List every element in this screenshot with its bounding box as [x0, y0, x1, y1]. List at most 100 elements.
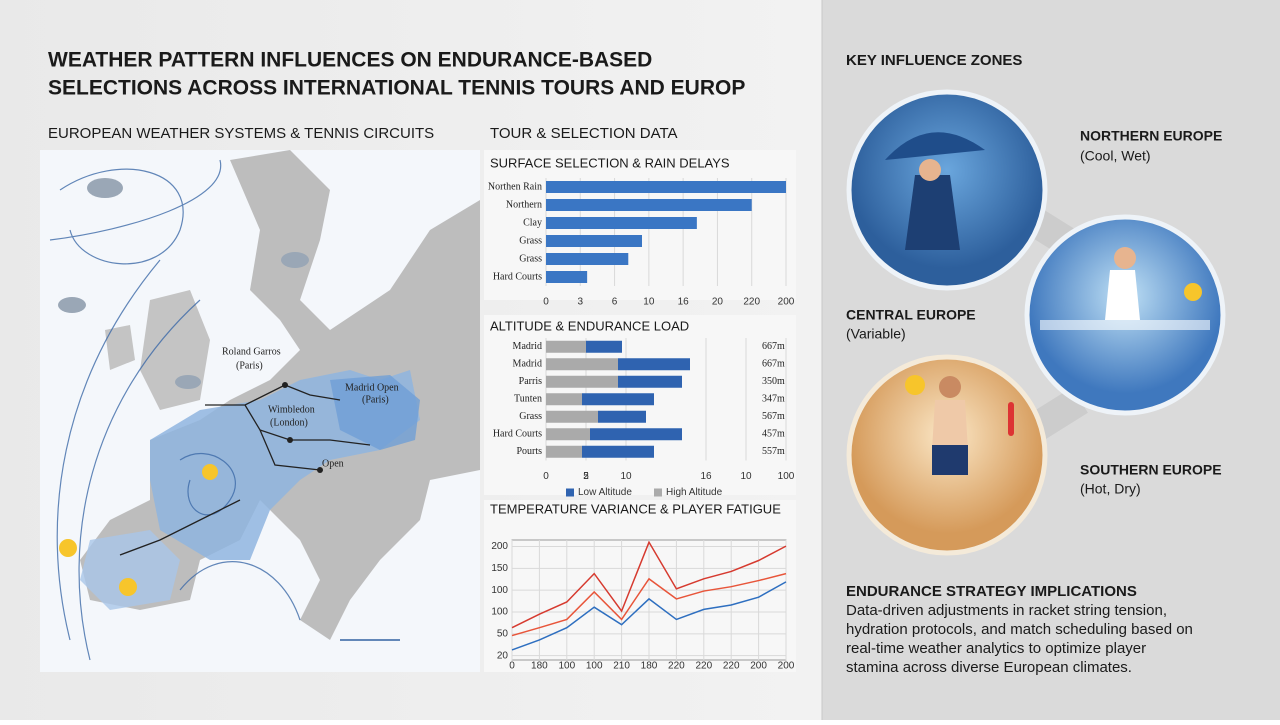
- x-tick-label: 10: [620, 471, 632, 482]
- x-tick-label: 20: [712, 297, 724, 308]
- sun-icon: [1184, 283, 1202, 301]
- sun-icon: [905, 375, 925, 395]
- y-tick-label: 150: [491, 563, 508, 574]
- bar-segment: [546, 340, 586, 353]
- annotation: 557m: [762, 446, 785, 457]
- x-tick-label: 6: [612, 297, 618, 308]
- x-tick-label: 210: [613, 661, 630, 672]
- zone-note: (Variable): [846, 326, 906, 342]
- player-head: [919, 159, 941, 181]
- bar-segment: [546, 393, 582, 406]
- zones-title: KEY INFLUENCE ZONES: [846, 52, 1022, 69]
- bar-segment: [586, 340, 622, 353]
- cloud-icon: [175, 375, 201, 389]
- chart-title: ALTITUDE & ENDURANCE LOAD: [490, 318, 689, 333]
- y-tick-label: 50: [497, 628, 509, 639]
- bar: [546, 235, 642, 247]
- umbrella: [885, 132, 985, 160]
- annotation: 350m: [762, 376, 785, 387]
- line: [511, 581, 787, 651]
- venue-city: (Paris): [362, 394, 389, 405]
- strategy-line: stamina across diverse European climates…: [846, 659, 1132, 676]
- bar-segment: [546, 428, 590, 441]
- x-tick-label: 0: [509, 661, 515, 672]
- cloud-icon: [87, 178, 123, 198]
- player: [1105, 270, 1140, 320]
- venue-name: Madrid Open: [345, 382, 399, 393]
- chart-panel: [484, 500, 796, 672]
- isobar: [179, 561, 301, 621]
- x-tick-label: 100: [558, 661, 575, 672]
- venue-city: (London): [270, 417, 308, 428]
- venue-dot: [287, 437, 293, 443]
- chart-title: SURFACE SELECTION & RAIN DELAYS: [490, 155, 730, 170]
- player-head: [1114, 247, 1136, 269]
- title: SELECTIONS ACROSS INTERNATIONAL TENNIS T…: [48, 77, 745, 100]
- strategy-line: real-time weather analytics to optimize …: [846, 640, 1146, 657]
- isobar: [49, 159, 222, 241]
- zone-note: (Cool, Wet): [1080, 148, 1151, 164]
- line: [511, 572, 787, 637]
- category-label: Clay: [523, 217, 542, 228]
- annotation: 457m: [762, 429, 785, 440]
- category-label: Grass: [519, 411, 542, 422]
- x-tick-label: 10: [740, 471, 752, 482]
- category-label: Pourts: [516, 446, 542, 457]
- bar-segment: [546, 445, 582, 458]
- chart-title: TEMPERATURE VARIANCE & PLAYER FATIGUE: [490, 501, 781, 516]
- x-tick-label: 220: [743, 297, 760, 308]
- net: [1040, 320, 1210, 330]
- x-tick-label: 0: [543, 471, 549, 482]
- x-tick-label: 5: [583, 471, 589, 482]
- region: [80, 530, 180, 610]
- bar-segment: [598, 410, 646, 423]
- bar-segment: [582, 445, 654, 458]
- legend-swatch: [654, 488, 662, 497]
- y-tick-label: 100: [491, 607, 508, 618]
- bar-segment: [590, 428, 682, 441]
- bar: [546, 181, 786, 193]
- bar: [546, 199, 752, 211]
- venue-name: Open: [322, 458, 344, 469]
- category-label: Madrid: [513, 341, 542, 352]
- land: [105, 325, 135, 370]
- y-tick-label: 20: [497, 650, 509, 661]
- x-tick-label: 220: [695, 661, 712, 672]
- venue-name: Wimbledon: [268, 404, 315, 415]
- category-label: Parris: [519, 376, 542, 387]
- bar: [546, 217, 697, 229]
- isobar: [78, 299, 201, 661]
- map: Roland Garros (Paris) Wimbledon (London)…: [40, 150, 480, 672]
- bar-segment: [546, 375, 618, 388]
- sun-icon: [202, 464, 218, 480]
- cloud-icon: [281, 252, 309, 268]
- x-tick-label: 180: [531, 661, 548, 672]
- bar-segment: [546, 410, 598, 423]
- x-tick-label: 200: [778, 661, 795, 672]
- y-tick-label: 100: [491, 585, 508, 596]
- legend-label: High Altitude: [666, 487, 723, 498]
- x-tick-label: 220: [668, 661, 685, 672]
- thermometer: [1008, 402, 1014, 436]
- shorts: [932, 445, 968, 475]
- zone-name: CENTRAL EUROPE: [846, 307, 976, 323]
- player: [932, 400, 968, 450]
- data-title: TOUR & SELECTION DATA: [490, 125, 678, 142]
- strategy-title: ENDURANCE STRATEGY IMPLICATIONS: [846, 583, 1137, 600]
- isobar: [56, 259, 161, 641]
- zone-name: NORTHERN EUROPE: [1080, 128, 1222, 144]
- annotation: 567m: [762, 411, 785, 422]
- legend-swatch: [566, 488, 574, 497]
- isobar: [179, 452, 236, 516]
- annotation: 667m: [762, 341, 785, 352]
- x-tick-label: 100: [778, 471, 795, 482]
- category-label: Hard Courts: [493, 429, 542, 440]
- x-tick-label: 200: [750, 661, 767, 672]
- title: WEATHER PATTERN INFLUENCES ON ENDURANCE-…: [48, 49, 652, 72]
- venue-name: Roland Garros: [222, 346, 281, 357]
- cloud-icon: [58, 297, 86, 313]
- venue-dot: [317, 467, 323, 473]
- venue-dot: [282, 382, 288, 388]
- x-tick-label: 100: [586, 661, 603, 672]
- bar: [546, 271, 588, 283]
